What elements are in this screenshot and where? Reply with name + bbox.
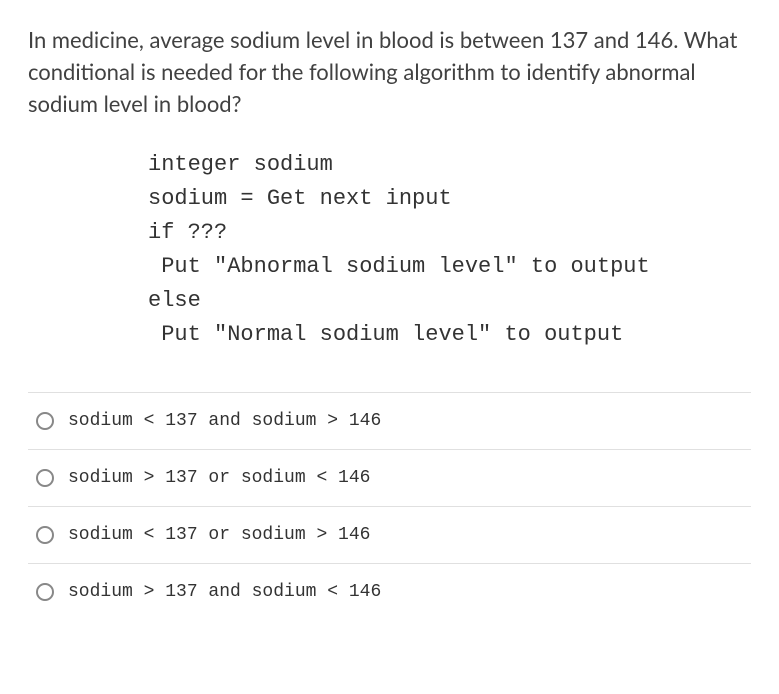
option-1[interactable]: sodium < 137 and sodium > 146 bbox=[28, 393, 751, 450]
code-line: else bbox=[148, 288, 201, 313]
question-prompt: In medicine, average sodium level in blo… bbox=[28, 24, 751, 120]
option-4[interactable]: sodium > 137 and sodium < 146 bbox=[28, 564, 751, 620]
code-block: integer sodium sodium = Get next input i… bbox=[148, 148, 751, 353]
option-label: sodium < 137 or sodium > 146 bbox=[68, 525, 370, 545]
option-label: sodium > 137 or sodium < 146 bbox=[68, 468, 370, 488]
option-3[interactable]: sodium < 137 or sodium > 146 bbox=[28, 507, 751, 564]
code-line: Put "Normal sodium level" to output bbox=[148, 322, 623, 347]
code-line: integer sodium bbox=[148, 152, 333, 177]
code-line: if ??? bbox=[148, 220, 227, 245]
code-line: sodium = Get next input bbox=[148, 186, 452, 211]
radio-icon bbox=[36, 583, 54, 601]
radio-icon bbox=[36, 469, 54, 487]
option-label: sodium < 137 and sodium > 146 bbox=[68, 411, 381, 431]
code-line: Put "Abnormal sodium level" to output bbox=[148, 254, 650, 279]
option-2[interactable]: sodium > 137 or sodium < 146 bbox=[28, 450, 751, 507]
radio-icon bbox=[36, 526, 54, 544]
options-list: sodium < 137 and sodium > 146 sodium > 1… bbox=[28, 392, 751, 620]
question-container: In medicine, average sodium level in blo… bbox=[0, 0, 779, 644]
option-label: sodium > 137 and sodium < 146 bbox=[68, 582, 381, 602]
radio-icon bbox=[36, 412, 54, 430]
